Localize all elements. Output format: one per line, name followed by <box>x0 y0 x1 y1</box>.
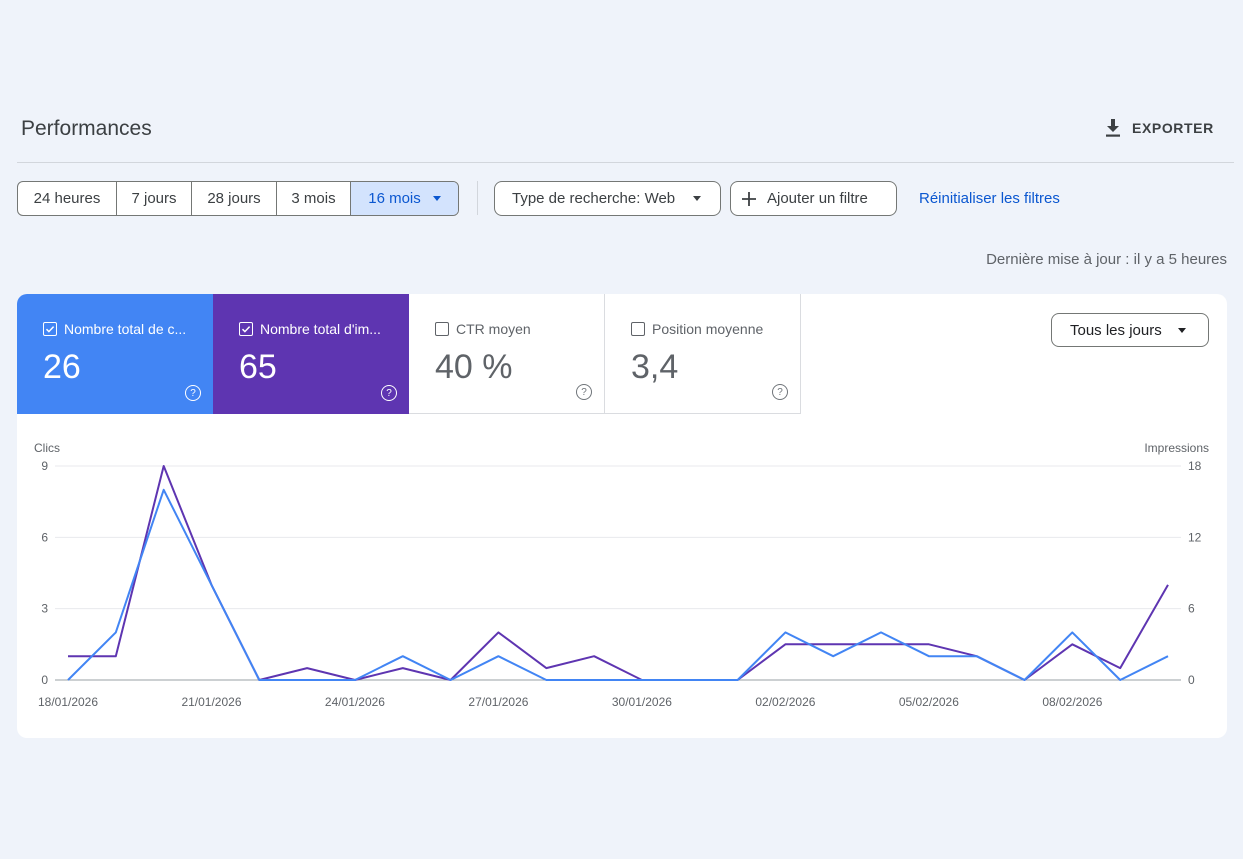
right-axis-tick: 18 <box>1188 459 1202 473</box>
metric-average-position[interactable]: Position moyenne 3,4 ? <box>605 294 801 414</box>
performance-card: Nombre total de c... 26 ? Nombre total d… <box>17 294 1227 738</box>
right-axis-title: Impressions <box>1144 441 1209 455</box>
add-filter-button[interactable]: Ajouter un filtre <box>730 181 897 216</box>
help-icon[interactable]: ? <box>381 385 397 401</box>
metric-label: CTR moyen <box>456 321 531 337</box>
checkbox-unchecked-icon[interactable] <box>631 322 645 336</box>
checkbox-checked-icon[interactable] <box>239 322 253 336</box>
export-label: EXPORTER <box>1132 120 1214 136</box>
range-label: 28 jours <box>207 190 261 207</box>
chevron-down-icon <box>432 196 441 201</box>
x-axis-tick: 27/01/2026 <box>468 695 528 709</box>
metric-value: 26 <box>43 348 81 386</box>
page-title: Performances <box>21 117 152 140</box>
x-axis-tick: 02/02/2026 <box>755 695 815 709</box>
checkbox-checked-icon[interactable] <box>43 322 57 336</box>
add-filter-label: Ajouter un filtre <box>767 190 868 207</box>
series-line-impressions <box>68 465 1169 681</box>
export-button[interactable]: EXPORTER <box>1104 114 1214 142</box>
reset-filters-link[interactable]: Réinitialiser les filtres <box>919 190 1060 207</box>
metric-label: Nombre total d'im... <box>260 321 381 337</box>
range-7-days[interactable]: 7 jours <box>117 182 192 215</box>
help-icon[interactable]: ? <box>576 384 592 400</box>
filter-separator <box>477 181 478 215</box>
left-axis-tick: 3 <box>41 602 48 616</box>
metric-value: 40 % <box>435 348 513 386</box>
range-label: 7 jours <box>131 190 177 207</box>
chevron-down-icon <box>693 196 702 201</box>
chevron-down-icon <box>1177 327 1186 333</box>
range-28-days[interactable]: 28 jours <box>192 182 277 215</box>
metric-label: Nombre total de c... <box>64 321 187 337</box>
help-icon[interactable]: ? <box>772 384 788 400</box>
checkbox-unchecked-icon[interactable] <box>435 322 449 336</box>
range-24-hours[interactable]: 24 heures <box>18 182 117 215</box>
range-16-months[interactable]: 16 mois <box>351 182 458 215</box>
left-axis-tick: 9 <box>41 459 48 473</box>
x-axis-tick: 18/01/2026 <box>38 695 98 709</box>
plus-icon <box>742 191 756 206</box>
x-axis-tick: 24/01/2026 <box>325 695 385 709</box>
help-icon[interactable]: ? <box>185 385 201 401</box>
x-axis-tick: 08/02/2026 <box>1042 695 1102 709</box>
left-axis-title: Clics <box>34 441 60 455</box>
left-axis-tick: 6 <box>41 530 48 544</box>
date-range-selector: 24 heures 7 jours 28 jours 3 mois 16 moi… <box>17 181 459 216</box>
metric-value: 65 <box>239 348 277 386</box>
download-icon <box>1106 119 1120 137</box>
metric-value: 3,4 <box>631 348 679 386</box>
range-label: 16 mois <box>368 190 421 207</box>
right-axis-tick: 6 <box>1188 602 1195 616</box>
metric-average-ctr[interactable]: CTR moyen 40 % ? <box>409 294 605 414</box>
metric-label: Position moyenne <box>652 321 764 337</box>
range-label: 3 mois <box>291 190 336 207</box>
series-line-clics <box>67 488 1169 681</box>
range-3-months[interactable]: 3 mois <box>277 182 351 215</box>
range-label: 24 heures <box>33 190 101 207</box>
metric-total-impressions[interactable]: Nombre total d'im... 65 ? <box>213 294 409 414</box>
search-type-dropdown[interactable]: Type de recherche: Web <box>494 181 721 216</box>
performance-chart: Clics Impressions 0 3 6 9 0 6 12 18 18/01/2026… <box>34 441 1209 709</box>
right-axis-tick: 12 <box>1188 530 1202 544</box>
search-type-label: Type de recherche: Web <box>512 190 676 207</box>
x-axis-tick: 30/01/2026 <box>612 695 672 709</box>
right-axis-tick: 0 <box>1188 673 1195 687</box>
left-axis-tick: 0 <box>41 673 48 687</box>
days-dropdown-label: Tous les jours <box>1070 321 1162 339</box>
metric-total-clicks[interactable]: Nombre total de c... 26 ? <box>17 294 213 414</box>
x-axis-tick: 05/02/2026 <box>899 695 959 709</box>
last-update-text: Dernière mise à jour : il y a 5 heures <box>986 251 1227 268</box>
days-dropdown[interactable]: Tous les jours <box>1051 313 1209 347</box>
header-divider <box>17 162 1234 163</box>
x-axis-tick: 21/01/2026 <box>181 695 241 709</box>
